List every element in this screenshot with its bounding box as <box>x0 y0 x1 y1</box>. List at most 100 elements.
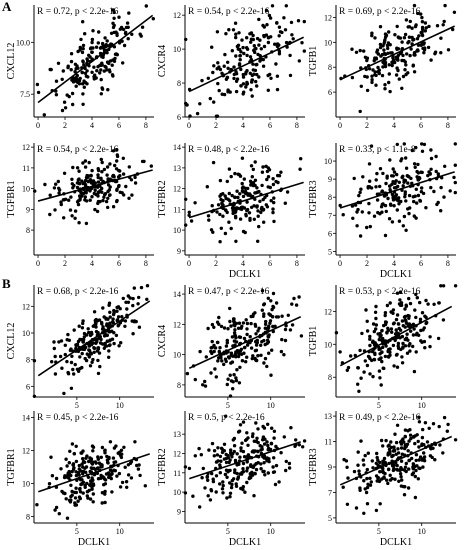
scatter-point <box>65 359 69 364</box>
x-tick-label: 6 <box>117 121 121 130</box>
scatter-point <box>256 209 260 213</box>
scatter-point <box>401 74 406 79</box>
scatter-point <box>369 144 374 148</box>
scatter-point <box>151 17 155 21</box>
scatter-point <box>420 186 424 190</box>
scatter-point <box>233 468 237 472</box>
scatter-point <box>113 469 118 473</box>
scatter-point <box>420 435 425 440</box>
scatter-point <box>216 446 220 450</box>
scatter-point <box>383 52 388 57</box>
scatter-point <box>274 301 279 305</box>
scatter-point <box>266 40 271 45</box>
scatter-point <box>410 456 414 461</box>
scatter-point <box>225 496 229 500</box>
scatter-point <box>430 455 434 460</box>
scatter-point <box>117 168 121 173</box>
y-tick-label: 6 <box>328 229 332 238</box>
scatter-point <box>71 165 75 170</box>
scatter-point <box>245 327 249 331</box>
scatter-panels: 0 2 4 6 87.510.0R = 0.72, p < 2.2e-16CXCL120… <box>6 3 458 548</box>
scatter-point <box>115 474 119 478</box>
scatter-point <box>47 482 52 486</box>
scatter-point <box>73 70 77 74</box>
scatter-point <box>229 324 233 328</box>
scatter-point <box>82 63 86 67</box>
y-tick-label: 13 <box>173 164 181 173</box>
scatter-point <box>373 36 377 40</box>
scatter-point <box>422 142 427 147</box>
correlation-annotation: R = 0.48, p < 2.2e-16 <box>188 145 270 155</box>
scatter-point <box>453 284 458 288</box>
scatter-point <box>259 47 263 51</box>
y-tick-label: 10 <box>173 488 181 497</box>
scatter-point <box>224 414 228 418</box>
scatter-point <box>75 166 80 170</box>
y-tick-label: 12 <box>324 307 332 316</box>
scatter-point <box>405 52 409 56</box>
scatter-point <box>374 185 378 189</box>
scatter-point <box>123 324 127 328</box>
x-tick-label: 0 <box>187 121 191 130</box>
scatter-point <box>380 359 384 364</box>
scatter-point <box>381 459 385 463</box>
scatter-point <box>261 57 265 62</box>
scatter-point <box>400 355 404 359</box>
scatter-point <box>378 470 382 474</box>
scatter-point <box>398 328 403 332</box>
scatter-point <box>235 44 240 49</box>
scatter-point <box>365 485 370 490</box>
scatter-point <box>62 100 67 104</box>
scatter-point <box>102 315 106 319</box>
scatter-point <box>251 167 255 172</box>
scatter-point <box>227 460 231 465</box>
scatter-point <box>63 197 68 201</box>
scatter-point <box>206 76 210 81</box>
scatter-point <box>387 72 391 76</box>
scatter-point <box>243 189 248 194</box>
scatter-point <box>346 365 351 370</box>
scatter-point <box>118 190 122 194</box>
scatter-point <box>356 382 360 386</box>
scatter-point <box>97 351 102 355</box>
scatter-point <box>392 204 396 208</box>
scatter-point <box>426 302 430 306</box>
scatter-point <box>451 27 455 32</box>
scatter-point <box>256 354 260 358</box>
y-axis-label: CXCR4 <box>157 325 168 357</box>
scatter-point <box>84 74 89 78</box>
scatter-point <box>271 182 276 187</box>
scatter-point <box>270 307 274 312</box>
scatter-point <box>112 10 116 15</box>
scatter-point <box>408 301 413 306</box>
scatter-point <box>195 111 200 116</box>
scatter-point <box>233 458 238 463</box>
scatter-point <box>256 427 260 431</box>
scatter-point <box>407 25 412 29</box>
scatter-point <box>81 321 85 326</box>
scatter-point <box>396 341 401 346</box>
scatter-point <box>114 444 118 448</box>
scatter-point <box>272 429 277 433</box>
y-tick-label: 11 <box>324 438 332 447</box>
scatter-point <box>69 483 73 487</box>
scatter-point <box>401 346 405 350</box>
scatter-point <box>115 188 119 192</box>
scatter-point <box>372 329 376 334</box>
scatter-point <box>113 460 118 464</box>
scatter-point <box>217 349 221 354</box>
scatter-point <box>395 66 399 70</box>
x-tick-label: 4 <box>241 121 245 130</box>
scatter-point <box>111 312 116 317</box>
scatter-point <box>91 500 95 504</box>
scatter-point <box>301 445 305 449</box>
scatter-point <box>371 68 375 72</box>
scatter-point <box>53 508 57 512</box>
scatter-point <box>121 61 125 65</box>
scatter-point <box>417 445 421 449</box>
scatter-point <box>80 70 85 75</box>
scatter-point <box>398 290 403 294</box>
